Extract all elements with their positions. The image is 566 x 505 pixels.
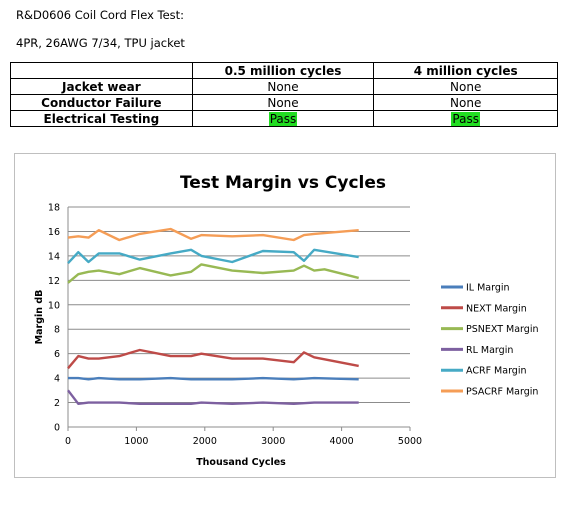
pass-badge: Pass [268,111,298,126]
test-title: R&D0606 Coil Cord Flex Test: [16,8,185,22]
y-tick-label: 10 [48,300,60,311]
y-tick-label: 8 [54,325,60,336]
series-line [67,263,359,284]
x-axis-label: Thousand Cycles [196,457,286,468]
x-tick-label: 5000 [398,436,422,447]
results-table: 0.5 million cycles 4 million cycles Jack… [10,62,558,127]
y-tick-label: 2 [54,398,60,409]
x-tick-label: 3000 [261,436,285,447]
table-cell: None [191,94,375,111]
y-tick-label: 14 [48,251,60,262]
y-tick-label: 18 [48,203,60,214]
legend-label: NEXT Margin [466,303,527,314]
y-tick-label: 4 [54,374,60,385]
x-tick-label: 0 [65,436,71,447]
x-tick-label: 4000 [330,436,354,447]
y-tick-label: 16 [48,227,60,238]
series-line [67,248,359,265]
legend-label: ACRF Margin [466,366,527,377]
x-tick-label: 2000 [193,436,217,447]
table-cell: None [373,78,558,95]
chart-area [14,153,556,478]
legend-label: RL Margin [466,345,513,356]
x-tick-label: 1000 [124,436,148,447]
legend-label: PSNEXT Margin [466,324,538,335]
legend-label: IL Margin [466,283,510,294]
y-tick-label: 0 [54,423,60,434]
legend-label: PSACRF Margin [466,387,538,398]
series-line [67,389,359,405]
cable-spec: 4PR, 26AWG 7/34, TPU jacket [16,36,185,50]
y-axis-label: Margin dB [34,290,45,345]
y-tick-label: 12 [48,276,60,287]
table-cell: Pass [373,110,558,127]
chart-title: Test Margin vs Cycles [180,173,386,193]
row-label: Electrical Testing [10,110,193,127]
table-row: Electrical Testing Pass Pass [10,110,558,127]
table-header-row: 0.5 million cycles 4 million cycles [10,62,558,79]
y-tick-label: 6 [54,349,60,360]
series-line [68,376,359,381]
series-line [67,348,359,370]
pass-badge: Pass [451,111,480,126]
table-row: Jacket wear None None [10,78,558,95]
series-line [67,227,359,242]
table-cell: Pass [191,110,375,127]
column-header: 0.5 million cycles [191,62,375,79]
